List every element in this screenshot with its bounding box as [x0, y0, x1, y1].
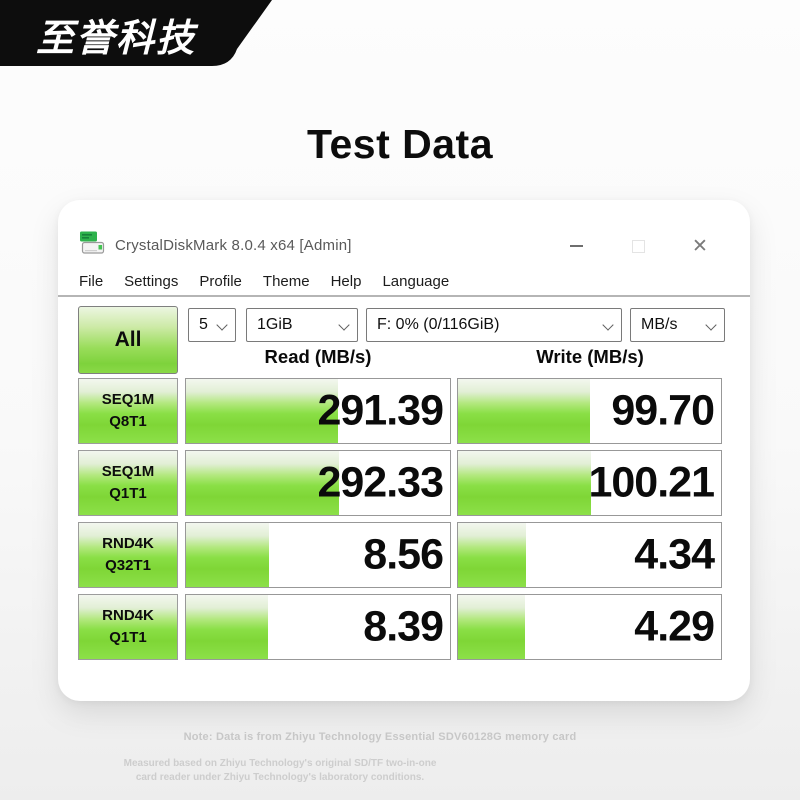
- bar-fill: [458, 379, 590, 443]
- write-value: 4.29: [634, 602, 715, 651]
- read-result-bar[interactable]: 8.39: [185, 594, 451, 660]
- run-all-button[interactable]: All: [78, 306, 178, 374]
- chevron-down-icon: [602, 319, 614, 331]
- test-count-value: 5: [199, 316, 208, 333]
- logo-banner-shape: [0, 0, 272, 66]
- maximize-icon: [631, 239, 645, 253]
- close-icon: ✕: [692, 235, 708, 257]
- row-label-line1: SEQ1M: [101, 390, 155, 408]
- crystaldiskmark-app-icon: [80, 231, 105, 254]
- minimize-button[interactable]: [566, 236, 586, 256]
- target-drive-value: F: 0% (0/116GiB): [377, 316, 500, 333]
- row-label-line2: Q1T1: [109, 629, 147, 646]
- maximize-button[interactable]: [628, 236, 648, 256]
- test-button-seq1m-q1t1[interactable]: SEQ1M Q1T1: [78, 450, 178, 516]
- minimize-icon: [569, 245, 583, 247]
- test-size-value: 1GiB: [257, 316, 293, 333]
- write-value: 100.21: [588, 458, 715, 507]
- menu-bar: File Settings Profile Theme Help Languag…: [79, 273, 449, 290]
- bar-fill: [458, 451, 591, 515]
- read-column-header: Read (MB/s): [264, 346, 372, 367]
- menu-settings[interactable]: Settings: [124, 273, 179, 290]
- test-count-select[interactable]: 5: [188, 308, 236, 342]
- write-result-bar[interactable]: 100.21: [457, 450, 722, 516]
- logo-text: 至誉科技: [36, 18, 199, 60]
- chevron-down-icon: [705, 319, 717, 331]
- read-value: 8.39: [363, 602, 444, 651]
- window-title: CrystalDiskMark 8.0.4 x64 [Admin]: [115, 237, 352, 254]
- footer-disclaimer: Measured based on Zhiyu Technology's ori…: [0, 757, 560, 785]
- chevron-down-icon: [338, 319, 350, 331]
- row-label-line2: Q8T1: [109, 413, 147, 430]
- read-result-bar[interactable]: 292.33: [185, 450, 451, 516]
- bar-fill: [458, 523, 527, 587]
- row-label-line1: RND4K: [102, 534, 154, 552]
- menu-theme[interactable]: Theme: [262, 273, 310, 290]
- test-button-rnd4k-q1t1[interactable]: RND4K Q1T1: [78, 594, 178, 660]
- unit-select[interactable]: MB/s: [630, 308, 725, 342]
- page-title: Test Data: [306, 121, 494, 167]
- read-value: 292.33: [317, 458, 444, 507]
- read-value: 8.56: [363, 530, 444, 579]
- chevron-down-icon: [216, 319, 228, 331]
- write-column-header: Write (MB/s): [536, 346, 644, 367]
- row-label-line1: RND4K: [102, 606, 154, 624]
- bar-fill: [186, 595, 268, 659]
- menu-language[interactable]: Language: [382, 273, 450, 290]
- menu-profile[interactable]: Profile: [199, 273, 242, 290]
- footer-disclaimer-line1: Measured based on Zhiyu Technology's ori…: [123, 758, 437, 769]
- menu-help[interactable]: Help: [330, 273, 362, 290]
- unit-value: MB/s: [641, 316, 678, 333]
- bar-fill: [186, 379, 338, 443]
- row-label-line2: Q32T1: [105, 557, 151, 574]
- window-controls: ✕: [566, 236, 710, 256]
- brand-logo: 至誉科技: [0, 0, 272, 66]
- write-result-bar[interactable]: 4.34: [457, 522, 722, 588]
- write-result-bar[interactable]: 4.29: [457, 594, 722, 660]
- row-label-line1: SEQ1M: [101, 462, 155, 480]
- test-button-seq1m-q8t1[interactable]: SEQ1M Q8T1: [78, 378, 178, 444]
- test-size-select[interactable]: 1GiB: [246, 308, 358, 342]
- row-label-line2: Q1T1: [109, 485, 147, 502]
- bar-fill: [186, 451, 340, 515]
- bar-fill: [186, 523, 270, 587]
- menu-separator: [58, 295, 750, 297]
- read-value: 291.39: [317, 386, 444, 435]
- target-drive-select[interactable]: F: 0% (0/116GiB): [366, 308, 622, 342]
- crystaldiskmark-window: CrystalDiskMark 8.0.4 x64 [Admin] ✕ File…: [58, 200, 750, 701]
- read-result-bar[interactable]: 291.39: [185, 378, 451, 444]
- close-button[interactable]: ✕: [690, 236, 710, 256]
- bar-fill: [458, 595, 526, 659]
- read-result-bar[interactable]: 8.56: [185, 522, 451, 588]
- footer-note: Note: Data is from Zhiyu Technology Esse…: [183, 731, 577, 743]
- write-result-bar[interactable]: 99.70: [457, 378, 722, 444]
- write-value: 99.70: [611, 386, 715, 435]
- write-value: 4.34: [634, 530, 715, 579]
- test-button-rnd4k-q32t1[interactable]: RND4K Q32T1: [78, 522, 178, 588]
- footer-disclaimer-line2: card reader under Zhiyu Technology's lab…: [135, 772, 425, 783]
- menu-file[interactable]: File: [79, 273, 104, 290]
